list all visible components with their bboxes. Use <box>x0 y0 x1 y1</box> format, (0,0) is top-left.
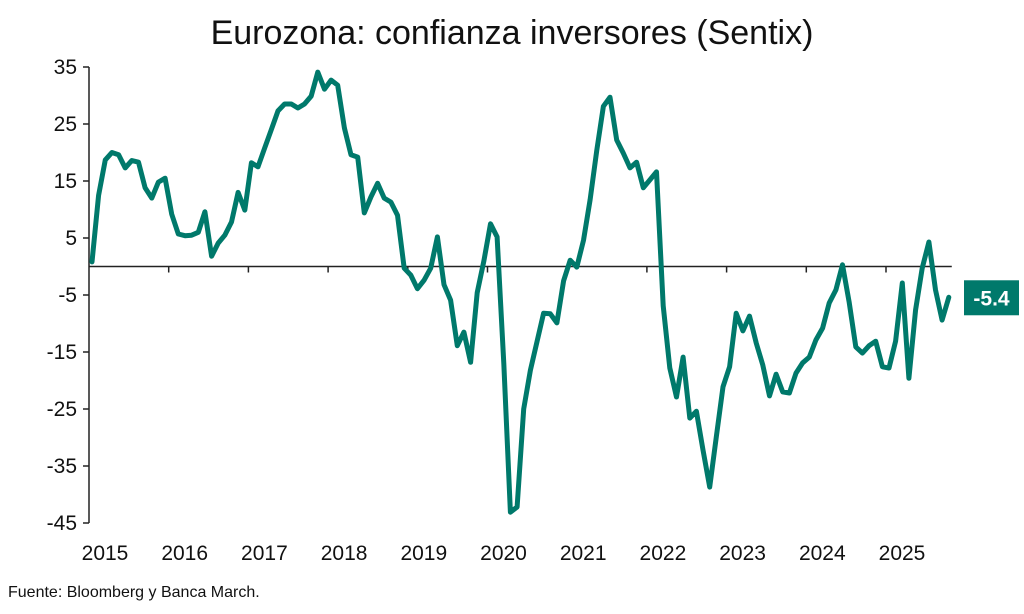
y-tick-label: 35 <box>54 56 77 79</box>
x-tick-label: 2020 <box>480 542 527 565</box>
x-tick-label: 2024 <box>799 542 846 565</box>
x-axis: 2015 2016 2017 2018 2019 2020 2021 2022 2023 2024… <box>82 265 952 565</box>
x-tick-label: 2025 <box>879 542 926 565</box>
y-tick-label: -5 <box>58 284 77 307</box>
y-tick-label: -15 <box>47 341 77 364</box>
x-tick-label: 2018 <box>321 542 368 565</box>
annotation-layer: -5.4 <box>964 280 1019 316</box>
series-layer <box>89 69 952 515</box>
y-tick-label: -25 <box>47 398 77 421</box>
last-value-label: -5.4 <box>973 287 1010 310</box>
y-tick-label: -45 <box>47 512 77 535</box>
y-axis: 35 25 15 5 -5 -15 -25 -35 -45 <box>47 56 90 535</box>
x-tick-label: 2022 <box>640 542 687 565</box>
x-tick-label: 2015 <box>82 542 129 565</box>
y-tick-label: 25 <box>54 113 77 136</box>
x-tick-label: 2016 <box>161 542 208 565</box>
x-tick-label: 2019 <box>400 542 447 565</box>
x-tick-label: 2023 <box>719 542 766 565</box>
x-tick-label: 2017 <box>241 542 288 565</box>
y-tick-label: 15 <box>54 170 77 193</box>
y-tick-label: 5 <box>65 227 77 250</box>
chart-title: Eurozona: confianza inversores (Sentix) <box>210 14 814 52</box>
last-value-badge <box>964 280 1019 316</box>
x-tick-label: 2021 <box>560 542 607 565</box>
series-line <box>89 69 952 515</box>
source-note: Fuente: Bloomberg y Banca March. <box>8 584 260 601</box>
y-tick-label: -35 <box>47 455 77 478</box>
